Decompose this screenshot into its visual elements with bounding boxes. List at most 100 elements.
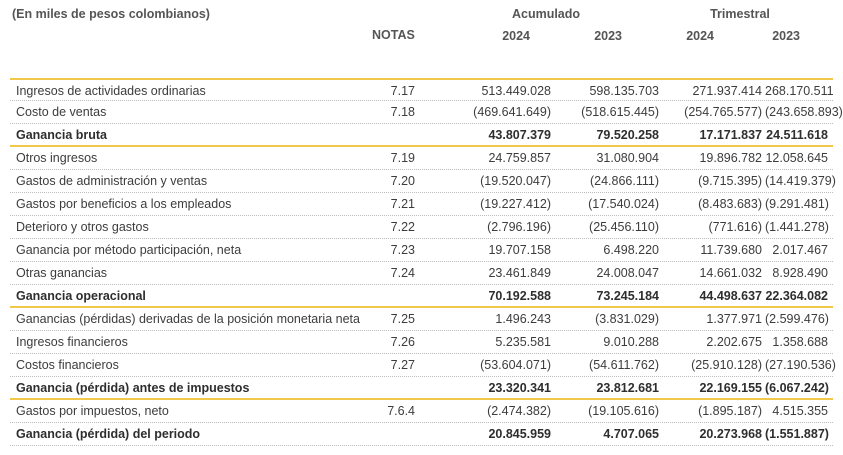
row-label: Gastos por beneficios a los empleados <box>16 197 232 211</box>
year-header-acc-2023: 2023 <box>594 29 622 43</box>
table-row: Costos financieros 7.27 (53.604.071) (54.61… <box>10 354 836 377</box>
row-value: (254.765.577) <box>684 105 762 119</box>
row-value: 43.807.379 <box>488 128 551 142</box>
row-value: (17.540.024) <box>588 197 659 211</box>
row-value: 19.707.158 <box>488 243 551 257</box>
row-label: Ingresos de actividades ordinarias <box>16 84 206 98</box>
row-value: 1.377.971 <box>706 312 762 326</box>
row-value: 513.449.028 <box>481 84 551 98</box>
row-value: 2.017.467 <box>772 243 828 257</box>
row-label: Otras ganancias <box>16 266 108 280</box>
row-value: 11.739.680 <box>700 243 762 257</box>
row-value: (25.456.110) <box>589 220 659 234</box>
row-label: Ganancia por método participación, neta <box>16 243 242 257</box>
row-value: (3.831.029) <box>595 312 659 326</box>
row-note <box>340 377 415 399</box>
notes-column-header: NOTAS <box>372 28 415 42</box>
row-note: 7.23 <box>390 243 415 257</box>
row-value: 22.364.082 <box>765 289 828 303</box>
year-header-acc-2024: 2024 <box>502 29 530 43</box>
row-value: (19.105.616) <box>588 404 659 418</box>
row-label: Costos financieros <box>16 358 119 372</box>
row-value: 2.202.675 <box>706 335 762 349</box>
row-label: Otros ingresos <box>16 151 98 165</box>
unit-note: (En miles de pesos colombianos) <box>12 7 210 21</box>
row-value: (1.551.887) <box>765 427 829 441</box>
row-label: Deterioro y otros gastos <box>16 220 149 234</box>
row-value: 12.058.645 <box>765 151 828 165</box>
row-value: 70.192.588 <box>488 289 551 303</box>
row-value: 271.937.414 <box>692 84 762 98</box>
row-value: 14.661.032 <box>699 266 762 280</box>
row-label: Gastos por impuestos, neto <box>16 404 169 418</box>
row-value: 44.498.637 <box>699 289 762 303</box>
row-value: 24.759.857 <box>488 151 551 165</box>
row-note <box>340 423 415 445</box>
row-label: Ganancia (pérdida) del periodo <box>16 427 201 441</box>
row-value: 19.896.782 <box>699 151 762 165</box>
row-value: (2.599.476) <box>765 312 829 326</box>
row-value: (24.866.111) <box>589 174 659 188</box>
row-note: 7.24 <box>390 266 415 280</box>
table-row: Gastos por impuestos, neto 7.6.4 (2.474.38… <box>10 400 833 423</box>
row-label: Ganancias (pérdidas) derivadas de la pos… <box>16 312 360 326</box>
row-value: 8.928.490 <box>772 266 828 280</box>
row-value: 24.008.047 <box>596 266 659 280</box>
row-value: 23.320.341 <box>488 381 551 395</box>
accumulated-group-header: Acumulado <box>511 7 581 21</box>
row-label: Ganancia bruta <box>16 128 107 142</box>
row-value: (9.715.395) <box>698 174 762 188</box>
row-value: (27.190.536) <box>765 358 836 372</box>
row-value: (8.483.683) <box>698 197 762 211</box>
table-row: Ingresos de actividades ordinarias 7.17 51… <box>10 78 834 101</box>
row-value: (2.796.196) <box>487 220 551 234</box>
row-value: 4.707.065 <box>603 427 659 441</box>
year-header-tri-2024: 2024 <box>686 29 714 43</box>
row-value: 23.461.849 <box>488 266 551 280</box>
row-value: (243.658.893) <box>765 105 843 119</box>
row-label: Ganancia operacional <box>16 289 146 303</box>
row-value: (771.616) <box>708 220 762 234</box>
row-value: 23.812.681 <box>596 381 659 395</box>
income-statement-table: Ingresos de actividades ordinarias 7.17 51… <box>10 78 843 446</box>
table-row: Otros ingresos 7.19 24.759.857 31.080.904 19… <box>10 147 833 170</box>
row-value: (54.611.762) <box>589 358 659 372</box>
table-row: Gastos por beneficios a los empleados 7.2… <box>10 193 833 216</box>
row-value: (2.474.382) <box>487 404 551 418</box>
row-note: 7.18 <box>390 105 415 119</box>
table-row: Ganancia bruta 43.807.379 79.520.258 17.171… <box>10 124 833 147</box>
row-value: 1.358.688 <box>772 335 828 349</box>
row-value: (6.067.242) <box>765 381 829 395</box>
row-note: 7.6.4 <box>387 404 415 418</box>
row-value: 20.273.968 <box>699 427 762 441</box>
row-value: (9.291.481) <box>765 197 829 211</box>
year-header-tri-2023: 2023 <box>772 29 800 43</box>
row-value: (19.227.412) <box>480 197 551 211</box>
table-row: Ganancias (pérdidas) derivadas de la pos… <box>10 308 833 331</box>
row-note <box>340 285 415 307</box>
table-row: Deterioro y otros gastos 7.22 (2.796.196) (… <box>10 216 833 239</box>
row-value: (518.615.445) <box>581 105 659 119</box>
row-label: Costo de ventas <box>16 105 107 119</box>
row-note: 7.22 <box>390 220 415 234</box>
row-note: 7.25 <box>390 312 415 326</box>
row-value: 268.170.511 <box>765 84 834 98</box>
table-row: Ingresos financieros 7.26 5.235.581 9.010.2… <box>10 331 833 354</box>
row-value: 4.515.355 <box>772 404 828 418</box>
row-value: 73.245.184 <box>596 289 659 303</box>
row-value: 17.171.837 <box>699 128 762 142</box>
row-note: 7.21 <box>390 197 415 211</box>
row-value: (14.419.379) <box>765 174 836 188</box>
row-value: (25.910.128) <box>691 358 762 372</box>
row-value: (53.604.071) <box>480 358 551 372</box>
row-value: 31.080.904 <box>596 151 659 165</box>
row-value: 20.845.959 <box>488 427 551 441</box>
row-note: 7.26 <box>390 335 415 349</box>
row-value: (1.441.278) <box>765 220 829 234</box>
table-row: Otras ganancias 7.24 23.461.849 24.008.047 1… <box>10 262 833 285</box>
table-row: Ganancia operacional 70.192.588 73.245.184… <box>10 285 833 308</box>
quarterly-group-header: Trimestral <box>710 7 770 21</box>
table-row: Ganancia (pérdida) del periodo 20.845.959… <box>10 423 833 446</box>
row-note: 7.19 <box>390 151 415 165</box>
row-note <box>340 124 415 146</box>
